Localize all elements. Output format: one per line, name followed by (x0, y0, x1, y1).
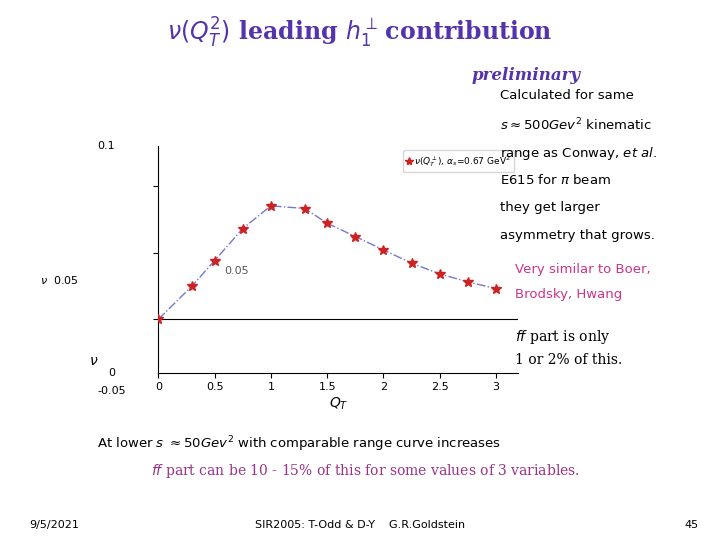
Text: 1 or 2% of this.: 1 or 2% of this. (515, 353, 622, 367)
Text: E615 for $\pi$ beam: E615 for $\pi$ beam (500, 173, 611, 187)
Text: $\mathit{ff}$ part is only: $\mathit{ff}$ part is only (515, 328, 611, 346)
Text: Brodsky, Hwang: Brodsky, Hwang (515, 288, 622, 301)
Text: range as Conway, $et\ al.$: range as Conway, $et\ al.$ (500, 145, 657, 162)
Legend: $\nu(Q_T^\perp)$, $\alpha_s$=0.67 GeV$^2$: $\nu(Q_T^\perp)$, $\alpha_s$=0.67 GeV$^2… (402, 150, 514, 172)
Text: SIR2005: T-Odd & D-Y    G.R.Goldstein: SIR2005: T-Odd & D-Y G.R.Goldstein (255, 520, 465, 530)
Text: $\nu$  0.05: $\nu$ 0.05 (40, 274, 79, 286)
Text: 0: 0 (108, 368, 115, 377)
Text: $s\approx$500$Gev^2$ kinematic: $s\approx$500$Gev^2$ kinematic (500, 117, 652, 134)
Text: At lower $s\ \approx$50$Gev^2$ with comparable range curve increases: At lower $s\ \approx$50$Gev^2$ with comp… (97, 435, 501, 454)
Text: $\nu(Q_T^2)$ leading $h_1^\perp\!$ contribution: $\nu(Q_T^2)$ leading $h_1^\perp\!$ contr… (167, 16, 553, 50)
Text: $\mathit{ff}$ part can be 10 - 15% of this for some values of 3 variables.: $\mathit{ff}$ part can be 10 - 15% of th… (151, 462, 580, 480)
X-axis label: $Q_T$: $Q_T$ (328, 395, 348, 411)
Text: they get larger: they get larger (500, 201, 600, 214)
Text: -0.05: -0.05 (97, 387, 126, 396)
Text: 9/5/2021: 9/5/2021 (29, 520, 78, 530)
Text: $\nu$: $\nu$ (89, 354, 99, 368)
Text: 0.05: 0.05 (224, 266, 248, 275)
Text: Calculated for same: Calculated for same (500, 89, 634, 102)
Text: asymmetry that grows.: asymmetry that grows. (500, 230, 655, 242)
Text: 0.1: 0.1 (98, 141, 115, 151)
Text: 45: 45 (684, 520, 698, 530)
Text: preliminary: preliminary (471, 68, 580, 84)
Text: Very similar to Boer,: Very similar to Boer, (515, 263, 650, 276)
